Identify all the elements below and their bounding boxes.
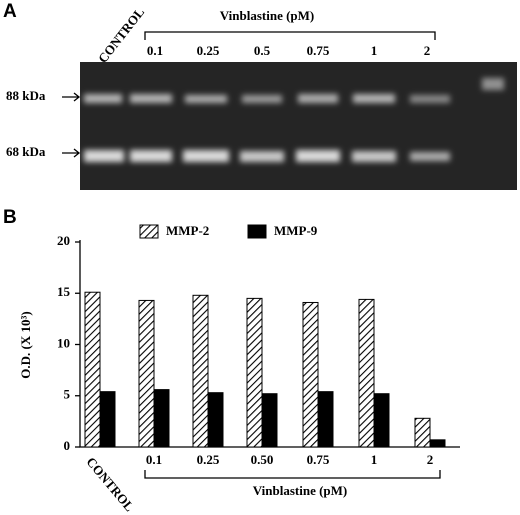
lane-label: 2: [424, 43, 431, 58]
x-tick-label: CONTROL: [83, 454, 137, 514]
bracket: [144, 31, 436, 40]
marker-label: 68 kDa: [6, 144, 46, 159]
bar: [373, 393, 390, 448]
legend-swatch: [247, 224, 267, 239]
y-axis-label: O.D. (X 10³): [18, 311, 33, 378]
x-tick-label: 0.25: [197, 452, 220, 467]
bar: [414, 417, 431, 448]
x-tick-label: 0.50: [251, 452, 274, 467]
treatment-label: Vinblastine (pM): [220, 8, 315, 23]
legend-label: MMP-2: [166, 223, 209, 238]
gel: [80, 62, 517, 190]
bracket: [144, 470, 441, 479]
y-tick-label: 5: [64, 387, 71, 402]
panel-label: B: [3, 207, 17, 228]
lane-label: 0.5: [254, 43, 271, 58]
bar: [192, 294, 209, 448]
bar: [302, 301, 319, 448]
lane-label: 0.1: [147, 43, 163, 58]
legend-label: MMP-9: [274, 223, 318, 238]
x-tick-label: 2: [427, 452, 434, 467]
marker-arrow: [62, 148, 81, 158]
x-tick-label: 1: [371, 452, 378, 467]
panel-label: A: [3, 1, 17, 22]
x-axis-label: Vinblastine (pM): [253, 483, 348, 498]
control-label: CONTROL: [95, 4, 147, 65]
y-tick-label: 15: [57, 284, 71, 299]
y-tick-label: 20: [57, 233, 70, 248]
lane-label: 0.75: [307, 43, 330, 58]
bar: [246, 297, 263, 448]
bar: [261, 393, 278, 448]
bar: [429, 439, 446, 448]
bar: [99, 391, 116, 448]
bar: [138, 299, 155, 448]
y-tick-label: 0: [64, 438, 71, 453]
bar: [207, 392, 224, 448]
marker-arrow: [62, 92, 81, 102]
plot: 0 5 10 15 20 CONTROL 0.1 0.25 0.50 0.75 1 2 MMP-2 MMP…: [57, 223, 446, 514]
lane-label: 1: [371, 43, 378, 58]
marker-label: 88 kDa: [6, 88, 46, 103]
x-tick-label: 0.75: [307, 452, 330, 467]
lane-labels: 0.1 0.25 0.5 0.75 1 2: [147, 43, 430, 58]
bar: [84, 291, 101, 448]
x-tick-label: 0.1: [146, 452, 162, 467]
gel-bands: [84, 78, 504, 162]
legend-swatch: [139, 224, 159, 239]
y-tick-label: 10: [57, 335, 70, 350]
bar: [153, 389, 170, 448]
bar: [358, 298, 375, 448]
lane-label: 0.25: [197, 43, 220, 58]
bar: [317, 391, 334, 448]
